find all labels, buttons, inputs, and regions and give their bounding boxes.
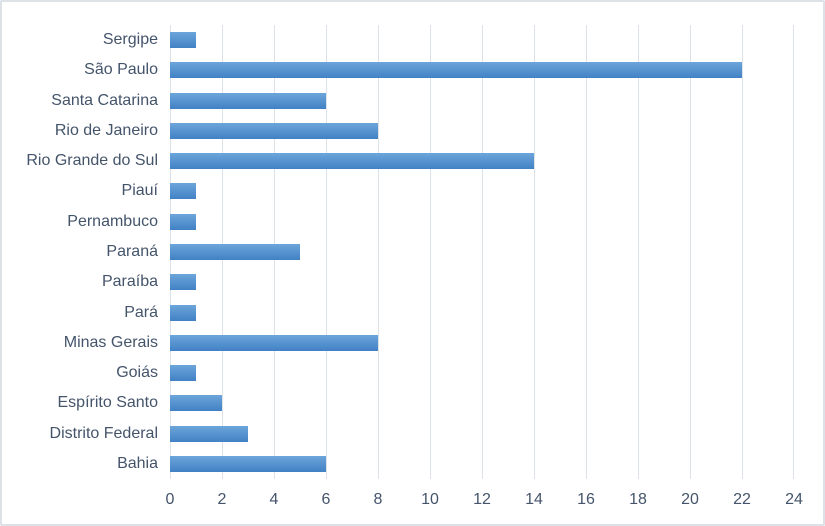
category-label: Santa Catarina bbox=[51, 91, 158, 109]
x-tick-label: 0 bbox=[165, 491, 175, 508]
x-tick-label: 24 bbox=[785, 491, 803, 508]
plot-area bbox=[170, 25, 794, 479]
category-label: Piauí bbox=[121, 182, 158, 200]
x-tick-label: 14 bbox=[525, 491, 543, 508]
vertical-gridline bbox=[742, 25, 743, 479]
bar bbox=[170, 365, 196, 382]
category-label: Sergipe bbox=[102, 31, 158, 49]
bar bbox=[170, 153, 534, 170]
vertical-gridline bbox=[534, 25, 535, 479]
x-tick-label: 22 bbox=[733, 491, 751, 508]
bar bbox=[170, 274, 196, 291]
vertical-gridline bbox=[793, 25, 794, 479]
category-label: Rio de Janeiro bbox=[54, 121, 158, 139]
bar bbox=[170, 213, 196, 230]
bar bbox=[170, 244, 300, 260]
category-label: Pernambuco bbox=[67, 212, 158, 230]
category-label: São Paulo bbox=[84, 61, 158, 79]
x-tick-label: 2 bbox=[217, 491, 227, 508]
category-label: Pará bbox=[124, 303, 158, 321]
bar bbox=[170, 304, 196, 321]
x-tick-label: 20 bbox=[681, 491, 699, 508]
category-label: Goiás bbox=[116, 364, 158, 382]
x-tick-label: 18 bbox=[629, 491, 647, 508]
x-tick-label: 16 bbox=[577, 491, 595, 508]
bar bbox=[170, 395, 222, 412]
vertical-gridline bbox=[430, 25, 431, 479]
category-label: Rio Grande do Sul bbox=[26, 152, 158, 170]
bar bbox=[170, 183, 196, 200]
bar bbox=[170, 455, 326, 472]
category-label: Minas Gerais bbox=[63, 333, 158, 351]
x-tick-label: 4 bbox=[269, 491, 279, 508]
bar bbox=[170, 62, 742, 79]
x-tick-label: 8 bbox=[373, 491, 383, 508]
bar bbox=[170, 92, 326, 109]
category-label: Paraíba bbox=[101, 273, 158, 291]
category-label: Distrito Federal bbox=[49, 424, 158, 442]
vertical-gridline bbox=[326, 25, 327, 479]
x-tick-label: 6 bbox=[321, 491, 331, 508]
bar bbox=[170, 32, 196, 49]
vertical-gridline bbox=[482, 25, 483, 479]
x-tick-label: 10 bbox=[421, 491, 439, 508]
vertical-gridline bbox=[638, 25, 639, 479]
category-label: Paraná bbox=[106, 243, 158, 260]
bar bbox=[170, 425, 248, 442]
vertical-gridline bbox=[378, 25, 379, 479]
category-label: Espírito Santo bbox=[57, 394, 159, 412]
category-label: Bahia bbox=[117, 454, 158, 472]
vertical-gridline bbox=[586, 25, 587, 479]
x-tick-label: 12 bbox=[473, 491, 491, 508]
bar bbox=[170, 334, 378, 351]
vertical-gridline bbox=[690, 25, 691, 479]
bar bbox=[170, 122, 378, 139]
